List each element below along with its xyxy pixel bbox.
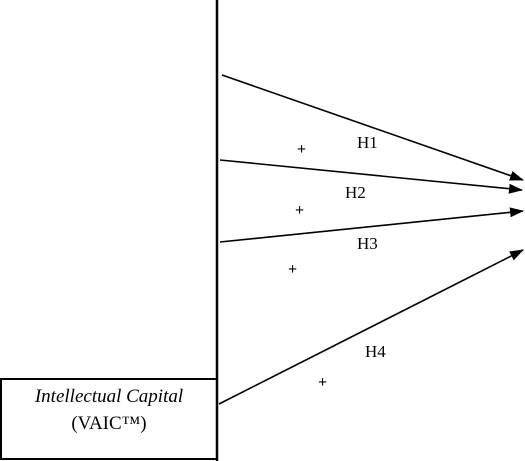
hypothesis-sign-h3: +: [288, 261, 297, 278]
hypothesis-label-h3: H3: [357, 234, 378, 253]
intellectual-capital-box: [0, 378, 218, 460]
intellectual-capital-title: Intellectual Capital: [34, 386, 183, 407]
hypothesis-sign-h2: +: [295, 202, 304, 219]
hypothesis-label-h4: H4: [365, 342, 386, 361]
intellectual-capital-subtitle: (VAIC™): [71, 413, 146, 434]
hypothesis-label-h1: H1: [357, 133, 378, 152]
hypothesis-sign-h1: +: [297, 141, 306, 158]
hypothesis-arrow-h3: [219, 207, 524, 243]
hypothesis-arrow-h1: [221, 74, 524, 181]
hypothesis-arrow-h2: [219, 159, 523, 194]
hypothesis-arrow-h4: [218, 249, 524, 405]
hypothesis-label-h2: H2: [345, 183, 366, 202]
hypothesis-sign-h4: +: [318, 374, 327, 391]
